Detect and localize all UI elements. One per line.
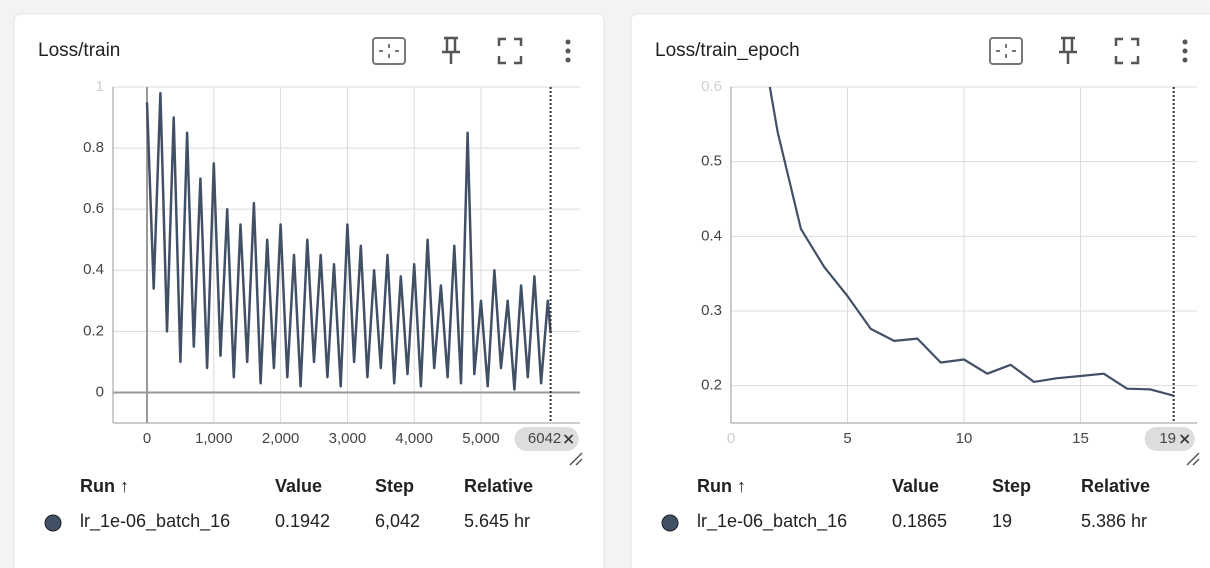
step-chip[interactable]: 6042 [514,427,579,451]
menu-dot[interactable] [565,48,571,54]
table-header: Value [275,476,322,496]
x-tick-label: 0 [143,430,151,447]
fit-domain-icon [996,44,1016,58]
toolbar[interactable] [989,36,1188,65]
chip-close[interactable] [564,434,574,444]
step-chip[interactable]: 19 [1144,427,1195,451]
table-cell: lr_1e-06_batch_16 [80,511,230,532]
resize-handle[interactable] [1186,452,1200,466]
y-tick-label: 0.2 [83,322,104,339]
x-tick-label: 5 [843,430,851,447]
table-cell: 5.645 hr [464,511,530,531]
pin-button[interactable] [1059,36,1077,64]
fit-domain-button[interactable] [989,37,1023,65]
chip-label: 19 [1159,430,1176,447]
menu-dot[interactable] [565,57,571,63]
run-color [44,514,62,532]
fullscreen-button[interactable] [497,37,523,65]
y-tick-label: 0.8 [83,139,104,156]
x-tick-label: 1,000 [195,430,233,447]
series-line [145,91,552,391]
table-header: Run ↑ [697,476,746,496]
table-cell: lr_1e-06_batch_16 [697,511,847,532]
chip-bg [1144,427,1195,451]
x-tick-label: 2,000 [262,430,300,447]
menu-dot[interactable] [565,39,571,45]
series-line [768,87,1174,397]
y-tick-label: 1 [96,78,104,95]
table-cell: 19 [992,511,1012,531]
table-header: Run ↑ [80,476,129,496]
y-tick-label: 0.5 [701,153,722,170]
chip-bg [514,427,579,451]
y-tick-label: 0.2 [701,377,722,394]
chip-label: 6042 [528,430,561,447]
toolbar[interactable] [372,36,571,65]
table-header: Step [375,476,414,496]
x-tick-label: 5,000 [462,430,500,447]
x-tick-label: 0 [727,430,735,447]
x-tick-label: 4,000 [395,430,433,447]
table-header: Relative [464,476,533,496]
y-tick-label: 0.4 [701,227,722,244]
x-tick-label: 15 [1072,430,1089,447]
table-header: Relative [1081,476,1150,496]
chart-title: Loss/train [38,40,120,61]
menu-dot[interactable] [1182,48,1188,54]
y-tick-label: 0.3 [701,302,722,319]
card [630,13,1210,568]
table-header: Value [892,476,939,496]
x-tick-label: 3,000 [329,430,367,447]
table-cell: 0.1942 [275,511,330,531]
table-cell: 5.386 hr [1081,511,1147,531]
y-tick-label: 0.6 [83,200,104,217]
table-header: Step [992,476,1031,496]
y-tick-label: 0 [96,383,104,400]
fit-domain-button[interactable] [372,37,406,65]
menu-dot[interactable] [1182,57,1188,63]
run-color [661,514,679,532]
chip-close[interactable] [1180,434,1190,444]
pin-button[interactable] [442,36,460,64]
x-tick-label: 10 [956,430,973,447]
fit-domain-icon [379,44,399,58]
chart-title: Loss/train_epoch [655,40,800,61]
fullscreen-button[interactable] [1114,37,1140,65]
y-tick-label: 0.6 [701,78,722,95]
y-tick-label: 0.4 [83,261,104,278]
resize-handle[interactable] [569,452,583,466]
table-cell: 0.1865 [892,511,947,531]
menu-dot[interactable] [1182,39,1188,45]
table-cell: 6,042 [375,511,420,531]
